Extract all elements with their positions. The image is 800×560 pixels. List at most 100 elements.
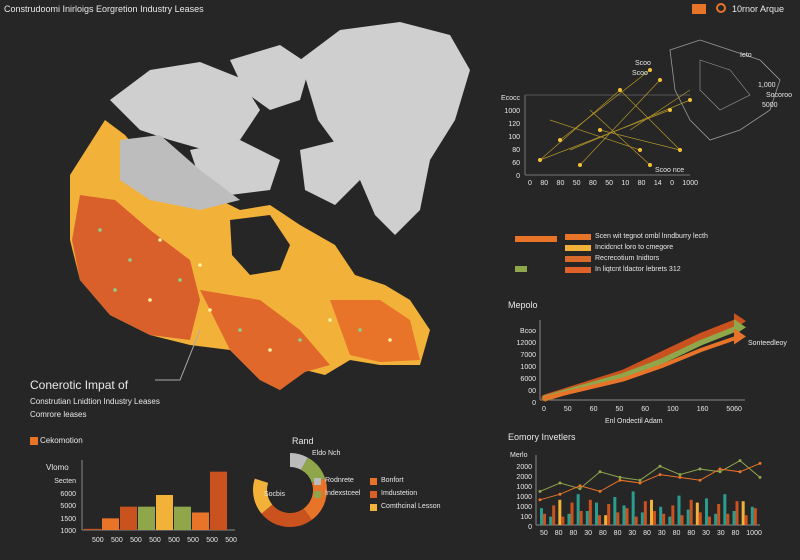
map-dots (98, 228, 392, 352)
trend-point (718, 467, 722, 471)
logo-icon (692, 4, 706, 14)
line-chart-x-ticks: 0 50 60 50 60 100 160 5060 (542, 406, 742, 413)
bar (210, 471, 227, 530)
cekomotion-icon (30, 437, 38, 445)
network-label: Ieto (740, 52, 752, 59)
line-chart (541, 313, 746, 402)
bar (598, 515, 601, 525)
trend-point (758, 475, 762, 479)
baffin-island (300, 140, 360, 205)
legend-swatch (370, 478, 377, 485)
bar (579, 511, 583, 525)
donut-legend-item: Imdustetion (381, 490, 418, 497)
network-graph (524, 39, 781, 176)
trend-point (638, 478, 642, 482)
bar (705, 498, 708, 525)
bar (640, 512, 644, 525)
bar (192, 512, 209, 530)
bar (659, 506, 663, 525)
trend-line (539, 459, 761, 492)
trend-point (598, 489, 602, 493)
bar (120, 506, 137, 530)
bar (631, 491, 635, 525)
bar-section-label: Cekomotion (40, 436, 83, 445)
arrow-head (734, 328, 746, 345)
trend-point (738, 470, 742, 474)
bar (549, 516, 553, 525)
donut-legend-item: Comthcinal Lesson (381, 503, 441, 510)
bar-chart-x-ticks: 500 500 500 500 500 500 500 500 (92, 537, 237, 544)
trend-point (618, 478, 622, 482)
network-note: Scoo nce (655, 167, 685, 174)
trend-point (698, 478, 702, 482)
trend-point (678, 475, 682, 479)
trend-point (558, 492, 562, 496)
line-chart-y-ticks: Bcoo 12000 7000 1000 6000 00 0 (516, 328, 536, 407)
trend-point (578, 487, 582, 491)
investment-x-ticks: 50 80 80 30 80 80 30 80 30 80 80 30 30 80 1000 (540, 530, 762, 537)
bar (540, 508, 543, 525)
bar (576, 494, 580, 525)
bar (561, 516, 565, 525)
bar (558, 499, 562, 525)
bar (604, 515, 608, 525)
trend-point (598, 470, 602, 474)
bar (84, 528, 101, 530)
bar (689, 499, 693, 525)
top-right-label: 10rnor Arque (732, 4, 785, 14)
bar (567, 513, 571, 525)
donut-legend-item: Bonfort (381, 477, 404, 484)
bar (735, 501, 739, 525)
bar (717, 504, 721, 525)
bar (708, 516, 711, 525)
central-region (200, 290, 330, 390)
hudson-bay (230, 215, 290, 275)
line-chart-annotation: Sonteedleoy (748, 340, 787, 347)
bar (662, 513, 666, 525)
bar (607, 504, 611, 525)
page-title: Construdoomi Inirloigs Eorgretion Indust… (4, 4, 204, 14)
bar (723, 494, 727, 525)
bar (595, 502, 598, 525)
bar (750, 506, 754, 525)
map-heading: Conerotic Impat of (30, 378, 129, 392)
donut-center-label: Socbis (264, 491, 286, 498)
bar (671, 505, 675, 525)
legend-swatch (370, 491, 377, 498)
trend-point (678, 473, 682, 477)
bar-chart (84, 471, 227, 530)
trend-point (538, 498, 542, 502)
donut-legend-item: Rodnrete (325, 477, 354, 484)
series-line (543, 334, 742, 400)
bar (616, 512, 620, 525)
bar (668, 516, 672, 525)
bar (552, 505, 556, 525)
donut-chart (253, 453, 327, 527)
bar (698, 512, 702, 525)
legend-left-swatch (515, 236, 557, 242)
bar (714, 513, 718, 525)
bar (744, 515, 748, 525)
bar (570, 502, 574, 525)
west-region (72, 195, 200, 340)
legend-swatch (314, 491, 321, 498)
line-chart-xlabel: Enl Ondectil Adam (605, 418, 663, 425)
trend-point (578, 484, 582, 488)
trend-line (539, 462, 761, 501)
bar (138, 506, 155, 530)
bar (613, 497, 617, 525)
bar (677, 495, 681, 525)
bar (650, 499, 653, 525)
investment-chart (538, 459, 762, 525)
bar (156, 495, 173, 530)
trend-point (658, 464, 662, 468)
arctic-island (230, 45, 310, 110)
series-line (541, 317, 744, 402)
gear-icon[interactable] (716, 3, 726, 13)
legend-left-swatch (515, 266, 527, 272)
donut-slice (289, 453, 308, 471)
trend-point (638, 481, 642, 485)
bar-chart-y-ticks: Secten 6000 5000 1500 1000 (54, 478, 76, 535)
bar (653, 511, 656, 525)
